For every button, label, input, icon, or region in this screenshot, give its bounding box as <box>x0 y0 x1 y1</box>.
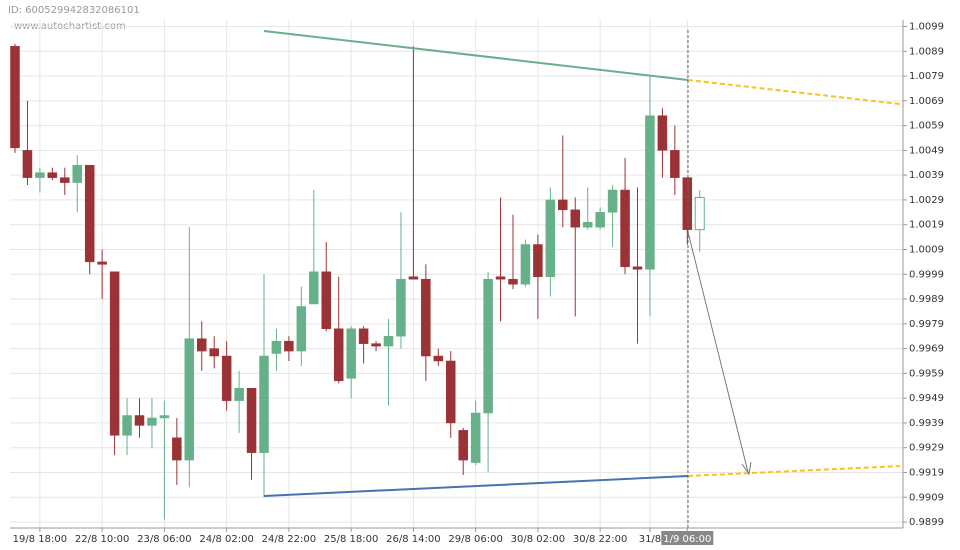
candle-body <box>508 278 518 285</box>
candle-body <box>346 328 356 379</box>
candle-body <box>321 271 331 330</box>
y-tick-label: 1.0049 <box>909 145 944 156</box>
y-tick-label: 0.9979 <box>909 319 944 330</box>
candle-body <box>694 196 705 231</box>
x-tick-label: 31/8 <box>639 534 661 545</box>
resistance-line <box>263 30 689 81</box>
y-tick-label: 0.9909 <box>909 492 944 503</box>
candle-body <box>657 115 668 151</box>
x-tick-label: 26/8 14:00 <box>386 534 440 545</box>
candle-body <box>271 340 282 354</box>
candle-body <box>582 221 593 228</box>
candle-body <box>470 412 481 463</box>
forecast-arrow <box>687 231 749 473</box>
candle-body <box>134 415 145 426</box>
candle-body <box>682 177 693 230</box>
candle-body <box>607 189 618 213</box>
candle-body <box>109 271 120 436</box>
candle-body <box>234 387 244 401</box>
y-tick-label: 0.9999 <box>909 269 944 280</box>
candle-body <box>483 278 493 414</box>
candle-body <box>396 278 406 337</box>
y-tick-label: 1.0089 <box>909 46 944 57</box>
candle-body <box>10 46 20 149</box>
candle-body <box>159 415 170 419</box>
candle-body <box>246 387 257 453</box>
candle-body <box>184 338 195 461</box>
candle-body <box>670 150 680 178</box>
chart-id: ID: 600529942832086101 <box>8 5 140 16</box>
y-tick-label: 1.0059 <box>909 121 944 132</box>
resistance-projection <box>687 79 901 105</box>
y-tick-label: 0.9929 <box>909 443 944 454</box>
candle-body <box>172 437 182 461</box>
candle-body <box>221 355 232 401</box>
candle-body <box>209 348 219 357</box>
candle-body <box>122 415 132 436</box>
candle-body <box>72 164 82 183</box>
candle-body <box>645 115 655 270</box>
x-label-highlight <box>661 531 714 545</box>
candle-body <box>259 355 269 453</box>
candle-body <box>147 417 157 426</box>
y-tick-label: 1.0099 <box>909 21 944 32</box>
candle-body <box>558 199 568 211</box>
candle-body <box>383 335 394 347</box>
x-tick-label: 23/8 06:00 <box>137 534 191 545</box>
x-tick-label: 24/8 02:00 <box>199 534 253 545</box>
x-tick-label: 30/8 02:00 <box>511 534 565 545</box>
y-tick-label: 0.9989 <box>909 294 944 305</box>
candle-body <box>197 338 207 352</box>
candle-body <box>495 276 506 280</box>
candle-body <box>35 172 45 178</box>
y-tick-label: 0.9969 <box>909 344 944 355</box>
candle-body <box>421 278 431 357</box>
candle-body <box>632 266 643 270</box>
candle-body <box>433 355 444 362</box>
x-tick-label: 19/8 18:00 <box>13 534 67 545</box>
candle-body <box>60 177 70 183</box>
candle-body <box>545 199 556 277</box>
candle-body <box>97 261 107 265</box>
candle-body <box>309 271 319 305</box>
y-tick-label: 1.0029 <box>909 195 944 206</box>
support-projection <box>687 465 901 477</box>
y-tick-label: 0.9919 <box>909 467 944 478</box>
y-tick-label: 1.0069 <box>909 96 944 107</box>
candle-body <box>284 340 294 352</box>
y-tick-label: 1.0019 <box>909 220 944 231</box>
x-tick-label: 30/8 22:00 <box>573 534 627 545</box>
y-tick-label: 0.9899 <box>909 517 944 528</box>
y-tick-label: 0.9939 <box>909 418 944 429</box>
candle-body <box>458 430 468 461</box>
candle-body <box>570 209 580 228</box>
x-tick-label: 25/8 18:00 <box>324 534 378 545</box>
arrow-head <box>741 461 752 476</box>
x-tick-label: 1/9 06:00 <box>663 534 711 545</box>
candle-body <box>620 189 630 268</box>
candle-body <box>22 150 33 178</box>
y-tick-label: 1.0009 <box>909 244 944 255</box>
candle-body <box>408 276 419 280</box>
support-line <box>263 475 689 497</box>
x-tick-label: 29/8 06:00 <box>448 534 502 545</box>
candle-body <box>358 328 369 344</box>
y-tick-label: 0.9949 <box>909 393 944 404</box>
candle-body <box>520 244 531 285</box>
candle-body <box>446 360 456 424</box>
candle-body <box>595 212 605 228</box>
candle-body <box>371 343 381 347</box>
y-tick-label: 1.0079 <box>909 71 944 82</box>
y-tick-label: 0.9959 <box>909 368 944 379</box>
candle-body <box>333 328 344 382</box>
candle-body <box>296 306 307 352</box>
x-tick-label: 22/8 10:00 <box>75 534 129 545</box>
candle-body <box>84 164 95 263</box>
y-tick-label: 1.0039 <box>909 170 944 181</box>
x-tick-label: 24/8 22:00 <box>262 534 316 545</box>
candle-body <box>533 244 543 277</box>
candle-body <box>47 172 58 178</box>
